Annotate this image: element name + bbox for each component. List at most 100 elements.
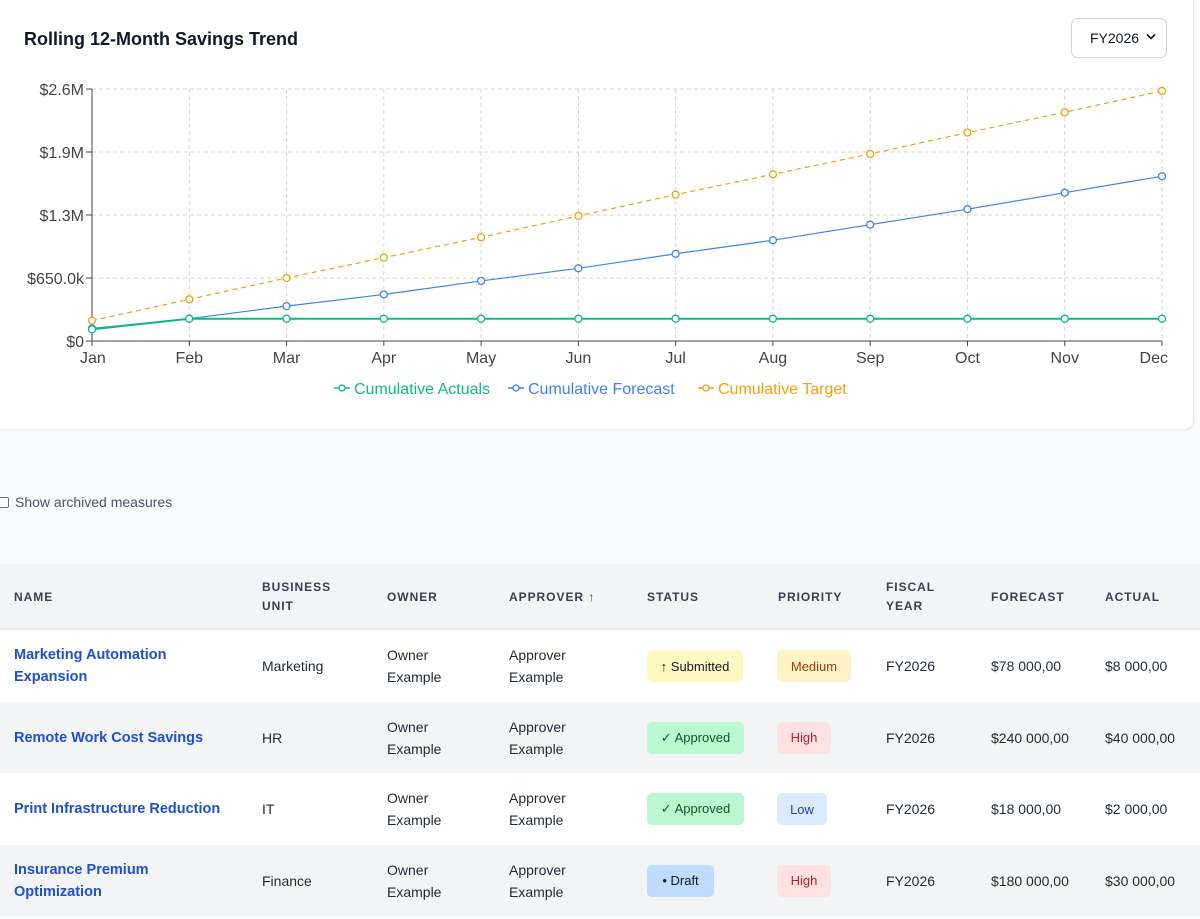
owner-line1: Owner — [387, 790, 429, 806]
fiscal-year-cell: FY2026 — [886, 801, 936, 817]
data-point — [476, 233, 486, 242]
x-tick-label: May — [466, 350, 496, 367]
y-tick-label: $0 — [66, 334, 84, 351]
data-point — [671, 190, 680, 199]
approver-cell: Approver Example — [509, 859, 566, 903]
col-name[interactable]: NAME — [14, 590, 54, 604]
data-point — [282, 314, 291, 323]
archived-checkbox[interactable] — [0, 496, 9, 508]
business-unit-cell: Marketing — [262, 658, 324, 674]
approver-cell: Approver Example — [509, 644, 566, 688]
data-point — [866, 149, 875, 159]
owner-cell: Owner Example — [387, 859, 441, 903]
fiscal-year-cell: FY2026 — [886, 658, 936, 674]
priority-badge: Medium — [777, 650, 851, 682]
measure-name-link[interactable]: Marketing Automation Expansion — [14, 644, 167, 688]
measure-name-line2: Optimization — [14, 883, 102, 900]
data-point — [574, 264, 583, 273]
measure-name-line2: Expansion — [14, 669, 88, 685]
data-point — [574, 211, 583, 221]
measure-name-line1: Remote Work Cost Savings — [14, 729, 204, 746]
data-point — [963, 128, 972, 137]
status-badge: ✓ Approved — [647, 721, 744, 754]
approver-line2: Example — [509, 883, 564, 900]
table-row[interactable]: Insurance Premium Optimization Finance O… — [0, 844, 1200, 916]
owner-line2: Example — [387, 883, 442, 900]
approver-line1: Approver — [509, 861, 566, 878]
owner-line1: Owner — [387, 718, 429, 735]
approver-line2: Example — [509, 812, 564, 828]
measure-name-link[interactable]: Print Infrastructure Reduction — [14, 798, 220, 820]
y-tick-label: $1.3M — [40, 208, 84, 225]
col-actual[interactable]: ACTUAL — [1105, 590, 1161, 604]
approver-cell: Approver Example — [509, 787, 566, 831]
col-business-unit-line2: UNIT — [262, 599, 294, 613]
data-point — [574, 314, 583, 323]
col-forecast[interactable]: FORECAST — [991, 590, 1065, 604]
measure-name-line1: Marketing Automation — [14, 647, 167, 663]
table-row[interactable]: Remote Work Cost Savings HR Owner Exampl… — [0, 701, 1200, 773]
table-header: NAME BUSINESS UNIT OWNER APPROVER ↑ STAT… — [0, 564, 1200, 630]
legend-label: Cumulative Actuals — [354, 381, 490, 398]
x-tick-label: Mar — [273, 350, 301, 367]
actual-cell: $8 000,00 — [1105, 658, 1168, 674]
x-tick-label: Jul — [665, 350, 685, 367]
x-tick-label: Nov — [1051, 350, 1079, 367]
measure-name-link[interactable]: Remote Work Cost Savings — [14, 727, 203, 749]
x-tick-label: Jun — [565, 350, 591, 367]
legend-label: Cumulative Target — [718, 381, 847, 398]
col-status[interactable]: STATUS — [647, 590, 699, 604]
priority-badge: Low — [777, 793, 827, 825]
data-point — [1060, 188, 1069, 197]
approver-line1: Approver — [509, 790, 566, 806]
data-point — [87, 325, 97, 334]
measure-name-line1: Insurance Premium — [14, 861, 149, 878]
x-tick-label: Oct — [955, 350, 980, 367]
col-approver[interactable]: APPROVER ↑ — [509, 590, 596, 604]
show-archived-toggle[interactable]: Show archived measures — [0, 494, 172, 510]
measures-table: NAME BUSINESS UNIT OWNER APPROVER ↑ STAT… — [0, 564, 1200, 916]
legend-swatch-marker — [702, 384, 710, 392]
owner-cell: Owner Example — [387, 716, 441, 760]
status-badge: ✓ Approved — [647, 793, 744, 825]
col-business-unit[interactable]: BUSINESS UNIT — [262, 578, 331, 616]
owner-cell: Owner Example — [387, 644, 441, 688]
data-point — [963, 205, 972, 214]
col-fiscal-year-line2: YEAR — [886, 599, 924, 613]
fiscal-year-select[interactable]: FY2026 — [1071, 18, 1167, 58]
data-point — [379, 290, 388, 299]
legend-label: Cumulative Forecast — [528, 381, 675, 398]
table-row[interactable]: Print Infrastructure Reduction IT Owner … — [0, 773, 1200, 845]
fiscal-year-cell: FY2026 — [886, 872, 936, 889]
data-point — [866, 314, 875, 323]
chevron-down-icon — [1146, 33, 1156, 40]
series-line-1 — [91, 175, 1163, 329]
x-tick-label: Sep — [856, 350, 885, 367]
business-unit-cell: HR — [262, 729, 283, 746]
fiscal-year-cell: FY2026 — [886, 729, 936, 746]
series-line-2 — [91, 90, 1163, 322]
approver-line2: Example — [509, 669, 564, 685]
status-badge: • Draft — [647, 864, 714, 897]
data-point — [87, 316, 97, 325]
data-point — [768, 314, 778, 323]
col-fiscal-year[interactable]: FISCAL YEAR — [886, 578, 935, 616]
data-point — [768, 236, 778, 245]
col-owner[interactable]: OWNER — [387, 590, 438, 604]
legend-swatch-marker — [512, 384, 520, 392]
col-priority[interactable]: PRIORITY — [778, 590, 843, 604]
table-row[interactable]: Marketing Automation Expansion Marketing… — [0, 630, 1200, 702]
forecast-cell: $180 000,00 — [991, 872, 1069, 889]
x-tick-label: Apr — [371, 350, 397, 367]
owner-line1: Owner — [387, 861, 429, 878]
data-point — [1157, 314, 1167, 323]
actual-cell: $2 000,00 — [1105, 801, 1168, 817]
series-line-0 — [91, 317, 1162, 331]
forecast-cell: $240 000,00 — [991, 729, 1069, 746]
x-tick-label: Feb — [175, 350, 203, 367]
data-point — [282, 273, 291, 283]
archived-label: Show archived measures — [15, 494, 173, 510]
measure-name-link[interactable]: Insurance Premium Optimization — [14, 859, 149, 903]
status-badge: ↑ Submitted — [647, 650, 743, 682]
y-tick-label: $1.9M — [40, 145, 84, 162]
